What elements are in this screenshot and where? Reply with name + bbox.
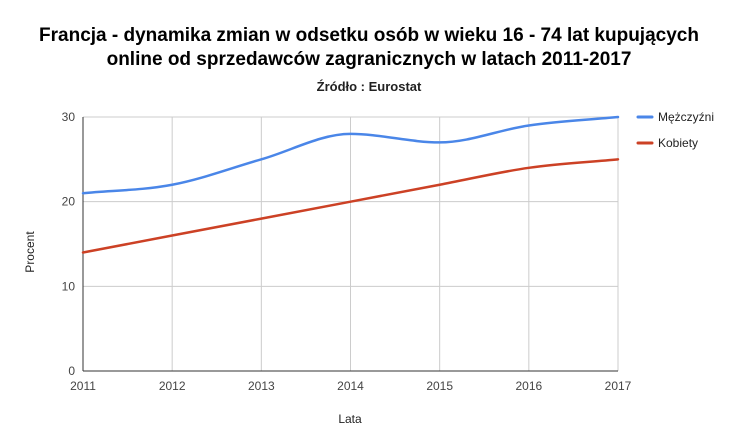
x-tick-label: 2014 (337, 379, 364, 393)
chart-title-line-1: Francja - dynamika zmian w odsetku osób … (39, 25, 699, 46)
y-axis-ticks: 0 10 20 30 (62, 110, 76, 378)
y-axis-title: Procent (23, 231, 37, 273)
legend-label: Kobiety (658, 136, 698, 150)
gridlines (83, 116, 619, 371)
x-tick-label: 2012 (159, 379, 186, 393)
legend: Mężczyźni Kobiety (636, 110, 714, 150)
legend-label: Mężczyźni (658, 110, 714, 124)
x-axis-ticks: 2011 2012 2013 2014 2015 2016 2017 (70, 379, 632, 393)
series-line-kobiety (81, 158, 620, 254)
chart-subtitle: Źródło : Eurostat (317, 79, 422, 94)
y-tick-label: 30 (62, 110, 76, 124)
y-tick-label: 10 (62, 279, 76, 293)
x-tick-label: 2013 (248, 379, 275, 393)
series-line-mezczyzni (81, 115, 620, 195)
x-tick-label: 2011 (70, 379, 96, 393)
series-lines (81, 115, 620, 254)
y-tick-label: 20 (62, 195, 76, 209)
x-tick-label: 2015 (426, 379, 453, 393)
x-tick-label: 2017 (605, 379, 632, 393)
x-tick-label: 2016 (515, 379, 542, 393)
x-axis-title: Lata (338, 412, 362, 426)
axes (82, 117, 618, 372)
chart-title-line-2: online od sprzedawców zagranicznych w la… (107, 49, 632, 70)
y-tick-label: 0 (68, 364, 75, 378)
